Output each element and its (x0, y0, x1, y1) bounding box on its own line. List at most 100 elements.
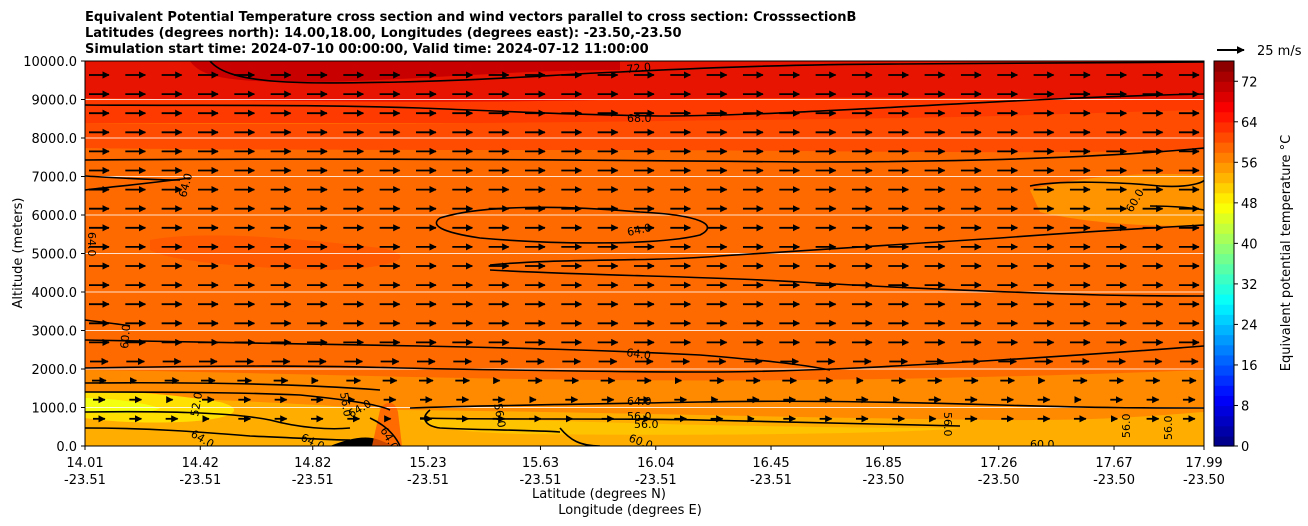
y-gridlines (85, 99, 1204, 408)
colorbar-segment (1214, 253, 1234, 265)
colorbar-segment (1214, 81, 1234, 92)
colorbar-frame (1213, 60, 1235, 447)
contour-label-60-b: 60.0 (1030, 438, 1055, 451)
contour-64-f (489, 269, 1204, 297)
x-tick-label-lat: 14.01 (66, 456, 103, 471)
colorbar-segment (1214, 162, 1234, 174)
colorbar-tick-label: 40 (1241, 237, 1258, 252)
colorbar-segment (1214, 172, 1234, 184)
x-tick-label-lat: 17.99 (1185, 456, 1222, 471)
colorbar-segment (1214, 61, 1234, 72)
colorbar-segment (1214, 334, 1234, 346)
y-tick-label: 2000.0 (32, 363, 78, 378)
contour-68 (85, 93, 1204, 117)
colorbar-tick-label: 48 (1241, 197, 1258, 212)
colorbar-label: Equivalent potential temperature °C (1279, 135, 1294, 371)
contour-label-60-d: 60.0 (118, 324, 133, 350)
colorbar-segment (1214, 202, 1234, 214)
contour-56-b (85, 427, 351, 441)
y-tick-label: 1000.0 (32, 402, 78, 417)
y-tick-label: 6000.0 (32, 209, 78, 224)
y-tick-label: 5000.0 (32, 248, 78, 263)
colorbar-segment (1214, 142, 1234, 153)
contour-label-64-a: 64.0 (626, 221, 653, 239)
contour-72 (209, 61, 1204, 84)
colorbar-segment (1214, 263, 1234, 275)
contour-64-c (85, 147, 1204, 163)
contour-64-h (85, 345, 1204, 373)
wind-vectors (89, 71, 1200, 423)
contour-label-64-b: 64.0 (626, 346, 652, 362)
contour-label-52: 52.0 (188, 391, 205, 417)
colorbar-segment (1214, 375, 1234, 386)
contour-64-i (369, 417, 401, 446)
colorbar-segment (1214, 152, 1234, 163)
contour-60-c (409, 400, 1204, 409)
field-spike (372, 402, 402, 446)
x-axis-label-lon: Longitude (degrees E) (558, 503, 702, 518)
contour-60-e (1029, 179, 1204, 188)
contour-64-g (85, 339, 831, 371)
contour-label-56-b: 56.0 (634, 418, 659, 431)
title-line-3: Simulation start time: 2024-07-10 00:00:… (85, 42, 649, 57)
colorbar-segment (1214, 314, 1234, 326)
colorbar-segment (1214, 182, 1234, 194)
x-tick-label-lon: -23.50 (978, 473, 1020, 488)
x-tick-label-lon: -23.50 (863, 473, 905, 488)
y-tick-label: 3000.0 (32, 325, 78, 340)
colorbar-segment (1214, 121, 1234, 133)
x-tick-label-lon: -23.51 (292, 473, 334, 488)
colorbar-segment (1214, 91, 1234, 103)
contour-lines (85, 61, 1204, 446)
x-tick-label-lon: -23.51 (407, 473, 449, 488)
contour-label-68: 68.0 (627, 112, 652, 125)
y-axis-label: Altitude (meters) (11, 198, 26, 309)
x-tick-label-lon: -23.51 (635, 473, 677, 488)
y-tick-label: 9000.0 (32, 94, 78, 109)
x-tick-label-lon: -23.51 (520, 473, 562, 488)
contour-56-a (85, 410, 351, 430)
field-band-mid-upper (85, 110, 1204, 153)
colorbar-tick-label: 0 (1241, 440, 1249, 455)
y-tick-label: 7000.0 (32, 171, 78, 186)
colorbar-tick-label: 32 (1241, 278, 1258, 293)
colorbar-segment (1214, 415, 1234, 427)
x-tick-label-lon: -23.51 (64, 473, 106, 488)
colorbar-segment (1214, 192, 1234, 204)
x-tick-label-lon: -23.50 (1093, 473, 1135, 488)
x-tick-label-lon: -23.51 (179, 473, 221, 488)
colorbar-segment (1214, 223, 1234, 234)
colorbar-tick-label: 24 (1241, 318, 1258, 333)
contour-60-b (85, 391, 391, 411)
title-line-1: Equivalent Potential Temperature cross s… (85, 10, 856, 25)
contour-64-e (489, 224, 1204, 266)
x-tick-label-lon: -23.50 (1183, 473, 1225, 488)
colorbar-tick-label: 56 (1241, 156, 1258, 171)
contour-label-56-a: 56.0 (627, 410, 652, 423)
chart-title: Equivalent Potential Temperature cross s… (85, 10, 856, 57)
colorbar-segment (1214, 354, 1234, 366)
colorbar-segment (1214, 111, 1234, 123)
x-tick-label-lat: 15.23 (409, 456, 446, 471)
contour-label-56-d: 56.0 (491, 402, 508, 428)
colorbar-segment (1214, 304, 1234, 315)
colorbar-tick-label: 8 (1241, 399, 1249, 414)
y-tick-label: 4000.0 (32, 286, 78, 301)
colorbar-segment (1214, 71, 1234, 82)
colorbar-segment (1214, 405, 1234, 417)
colorbar-segment (1214, 101, 1234, 113)
colorbar-segment (1214, 294, 1234, 305)
plot-area: 72.0 68.0 64.0 64.0 64.0 56.0 56.0 60.0 … (85, 61, 1204, 451)
contour-label-56-c: 56.0 (337, 391, 354, 417)
colorbar-segment (1214, 131, 1234, 143)
contour-label-56-g: 56.0 (1162, 416, 1175, 441)
x-tick-label-lat: 15.63 (522, 456, 559, 471)
colorbar-segment (1214, 233, 1234, 244)
x-axis-label-lat: Latitude (degrees N) (532, 487, 666, 502)
contour-label-64-c: 64.0 (627, 395, 652, 408)
colorbar-segment (1214, 385, 1234, 396)
contour-64-b (85, 177, 191, 191)
quiver-key-label: 25 m/s (1257, 44, 1302, 59)
title-line-2: Latitudes (degrees north): 14.00,18.00, … (85, 26, 682, 41)
